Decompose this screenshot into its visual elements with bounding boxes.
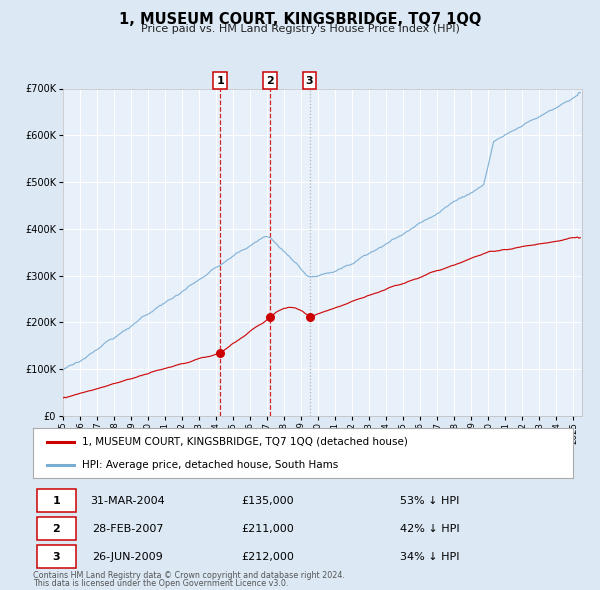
Text: 34% ↓ HPI: 34% ↓ HPI xyxy=(400,552,460,562)
Text: 2: 2 xyxy=(52,524,60,533)
Text: 42% ↓ HPI: 42% ↓ HPI xyxy=(400,524,460,533)
FancyBboxPatch shape xyxy=(37,545,76,568)
FancyBboxPatch shape xyxy=(37,517,76,540)
Text: 1: 1 xyxy=(217,76,224,86)
Text: 3: 3 xyxy=(52,552,60,562)
Text: 31-MAR-2004: 31-MAR-2004 xyxy=(90,496,165,506)
FancyBboxPatch shape xyxy=(37,489,76,512)
Text: 3: 3 xyxy=(306,76,313,86)
Text: 2: 2 xyxy=(266,76,274,86)
Text: Contains HM Land Registry data © Crown copyright and database right 2024.: Contains HM Land Registry data © Crown c… xyxy=(33,571,345,580)
Text: 1, MUSEUM COURT, KINGSBRIDGE, TQ7 1QQ: 1, MUSEUM COURT, KINGSBRIDGE, TQ7 1QQ xyxy=(119,12,481,27)
Text: £135,000: £135,000 xyxy=(242,496,294,506)
Text: 28-FEB-2007: 28-FEB-2007 xyxy=(92,524,163,533)
Text: £211,000: £211,000 xyxy=(242,524,294,533)
Text: 53% ↓ HPI: 53% ↓ HPI xyxy=(400,496,460,506)
Text: £212,000: £212,000 xyxy=(241,552,295,562)
Text: 26-JUN-2009: 26-JUN-2009 xyxy=(92,552,163,562)
Text: HPI: Average price, detached house, South Hams: HPI: Average price, detached house, Sout… xyxy=(82,460,338,470)
Text: 1: 1 xyxy=(52,496,60,506)
Text: 1, MUSEUM COURT, KINGSBRIDGE, TQ7 1QQ (detached house): 1, MUSEUM COURT, KINGSBRIDGE, TQ7 1QQ (d… xyxy=(82,437,407,447)
Text: Price paid vs. HM Land Registry's House Price Index (HPI): Price paid vs. HM Land Registry's House … xyxy=(140,24,460,34)
Text: This data is licensed under the Open Government Licence v3.0.: This data is licensed under the Open Gov… xyxy=(33,579,289,588)
